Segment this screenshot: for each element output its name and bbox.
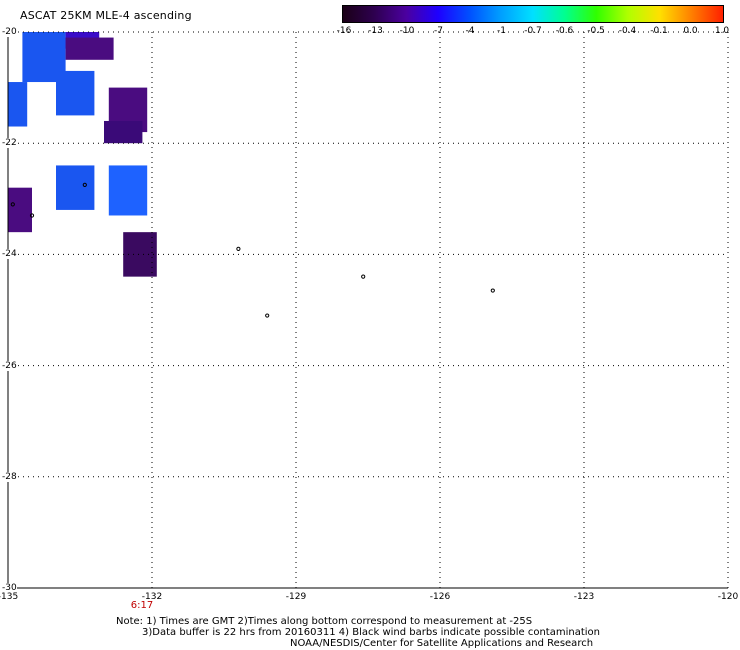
colorbar-tick-label: -1 xyxy=(497,26,506,36)
map-title: ASCAT 25KM MLE-4 ascending xyxy=(20,9,192,22)
colorbar-tick-label: -0.7 xyxy=(524,26,542,36)
latitude-label: -24 xyxy=(2,249,17,260)
longitude-label: -129 xyxy=(285,592,307,602)
latitude-label: -26 xyxy=(2,360,17,371)
latitude-label: -28 xyxy=(2,471,17,482)
colorbar-tick-label: -16 xyxy=(336,26,352,36)
colorbar-tick-label: -0.5 xyxy=(587,26,605,36)
colorbar-tick-label: -4 xyxy=(465,26,475,36)
longitude-label: -120 xyxy=(717,592,739,602)
latitude-label: -20 xyxy=(2,27,17,37)
note-line-3: NOAA/NESDIS/Center for Satellite Applica… xyxy=(290,638,594,649)
wind-barb-marker xyxy=(490,288,495,293)
colorbar-tick-label: -0.4 xyxy=(618,26,637,36)
time-label: 6:17 xyxy=(130,600,154,611)
scatterometer-cell xyxy=(108,165,148,216)
colorbar xyxy=(342,5,724,23)
colorbar-tick-label: -13 xyxy=(368,26,383,36)
scatterometer-cell xyxy=(56,165,95,210)
wind-barb-marker xyxy=(82,182,87,187)
colorbar-tick-label: -7 xyxy=(434,26,443,36)
note-line-1: Note: 1) Times are GMT 2)Times along bot… xyxy=(116,616,533,627)
colorbar-tick-label: -0.6 xyxy=(555,26,574,36)
longitude-label: -126 xyxy=(429,592,451,602)
wind-barb-marker xyxy=(361,274,366,279)
note-line-2: 3)Data buffer is 22 hrs from 20160311 4)… xyxy=(142,627,600,638)
longitude-label: -135 xyxy=(0,592,19,602)
colorbar-tick-label: -0.1 xyxy=(650,26,668,36)
wind-barb-marker xyxy=(10,202,15,207)
scatterometer-cell xyxy=(8,187,32,233)
scatterometer-cell xyxy=(56,70,95,116)
scatterometer-cell xyxy=(8,82,28,127)
scatterometer-cell xyxy=(104,120,143,144)
scatterometer-cell xyxy=(65,37,114,60)
longitude-label: -132 xyxy=(141,592,163,602)
latitude-label: -22 xyxy=(2,138,17,149)
colorbar-tick-label: 1.0 xyxy=(714,26,730,36)
longitude-label: -123 xyxy=(573,592,595,602)
wind-barb-marker xyxy=(29,213,35,218)
wind-barb-marker xyxy=(236,246,241,251)
colorbar-tick-label: -10 xyxy=(399,26,415,36)
colorbar-tick-label: 0.0 xyxy=(683,26,698,36)
wind-barb-marker xyxy=(265,313,270,318)
latitude-label: -30 xyxy=(2,583,17,593)
